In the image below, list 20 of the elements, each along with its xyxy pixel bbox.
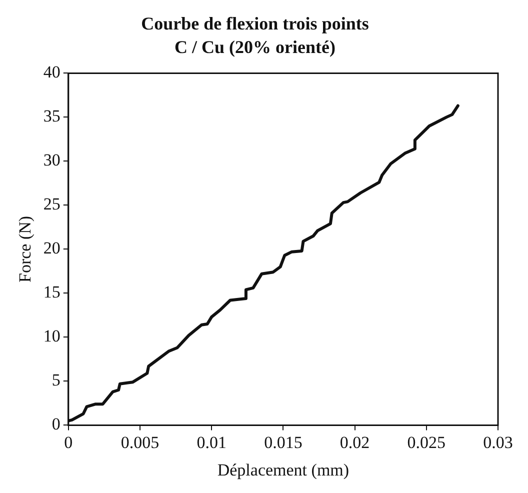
y-tick-label: 10	[43, 326, 60, 346]
x-tick-label: 0.02	[340, 432, 370, 452]
y-axis-title: Force (N)	[16, 216, 35, 282]
y-tick-label: 40	[43, 62, 60, 82]
chart-subtitle: C / Cu (20% orienté)	[174, 37, 336, 58]
y-tick-label: 15	[43, 282, 60, 302]
x-tick-label: 0.005	[120, 432, 160, 452]
chart-title: Courbe de flexion trois points	[141, 13, 369, 34]
y-tick-label: 0	[52, 414, 60, 434]
x-tick-label: 0.015	[264, 432, 302, 452]
y-tick-label: 20	[43, 238, 60, 258]
y-tick-label: 30	[43, 150, 60, 170]
x-tick-label: 0.03	[483, 432, 513, 452]
x-tick-label: 0	[64, 432, 73, 452]
x-axis-title: Déplacement (mm)	[217, 460, 350, 480]
y-tick-label: 5	[52, 370, 60, 390]
y-tick-label: 25	[43, 194, 60, 214]
y-tick-label: 35	[43, 106, 60, 126]
x-tick-label: 0.025	[407, 432, 446, 452]
x-tick-label: 0.01	[196, 432, 226, 452]
